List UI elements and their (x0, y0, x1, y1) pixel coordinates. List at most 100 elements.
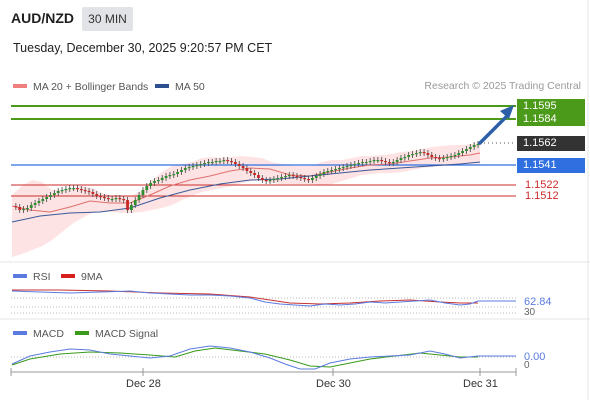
candle-body (260, 178, 264, 180)
legend-item-macd[interactable]: MACD (13, 327, 64, 341)
candle-body (395, 160, 399, 162)
candle-body (430, 155, 434, 157)
candle-body (276, 178, 280, 180)
candle-body (284, 176, 287, 178)
candle-body (287, 175, 291, 177)
candle-body (318, 174, 322, 176)
candle-body (310, 178, 314, 180)
candle-body (56, 191, 60, 193)
candle-body (326, 171, 330, 173)
x-label-dec30: Dec 30 (316, 378, 351, 390)
rsi-value: 62.84 (524, 296, 552, 308)
candle-body (156, 180, 160, 182)
candle-body (307, 179, 310, 181)
candle-body (403, 157, 407, 159)
legend-item-macd-signal[interactable]: MACD Signal (75, 327, 158, 341)
legend-item-ma50[interactable]: MA 50 (155, 80, 205, 94)
candle-body (330, 170, 334, 172)
candle-body (95, 194, 99, 196)
legend-item-9ma[interactable]: 9MA (61, 270, 103, 284)
pivot-tag: 1.1541 (517, 158, 585, 173)
legend-label-bollinger: MA 20 + Bollinger Bands (33, 81, 149, 93)
candle-body (337, 168, 341, 170)
candle-body (172, 174, 176, 176)
x-label-dec28: Dec 28 (126, 378, 161, 390)
macd-swatch (13, 331, 27, 336)
rsi-level-label: 30 (524, 307, 536, 315)
candle-body (91, 192, 95, 194)
candle-body (210, 162, 214, 164)
candle-body (233, 162, 237, 164)
candle-body (314, 176, 318, 178)
macd-zero-label: 0 (524, 360, 530, 371)
candle-body (122, 199, 126, 201)
candle-body (414, 153, 418, 155)
candle-body (195, 165, 199, 167)
candle-body (426, 153, 430, 155)
candle-body (203, 163, 206, 165)
candle-body (299, 177, 303, 179)
candle-body (141, 190, 145, 195)
candle-body (295, 176, 299, 178)
candle-body (218, 161, 222, 163)
candle-body (472, 145, 476, 147)
candle-body (441, 158, 445, 160)
candle-body (345, 166, 349, 168)
candle-body (264, 180, 268, 182)
legend-item-bollinger[interactable]: MA 20 + Bollinger Bands (13, 80, 148, 94)
legend-label-macd: MACD (33, 328, 64, 340)
rsi-legend: RSI 9MA (13, 270, 213, 284)
candle-body (422, 152, 426, 154)
research-credit: Research © 2025 Trading Central (424, 80, 581, 92)
target-high-tag: 1.1595 (517, 99, 585, 113)
projection-arrow (478, 114, 509, 145)
candle-body (176, 172, 180, 174)
candle-body (214, 161, 218, 163)
candle-body (60, 190, 64, 192)
candle-body (438, 158, 441, 160)
candle-body (83, 190, 87, 192)
candle-body (18, 207, 22, 210)
candle-body (133, 200, 137, 205)
candle-body (37, 201, 41, 203)
bollinger-band (12, 143, 480, 257)
candle-body (411, 154, 414, 156)
ma20-line (11, 152, 481, 213)
candle-body (445, 157, 449, 159)
candle-body (257, 175, 260, 178)
candle-body (222, 160, 226, 162)
candle-body (68, 188, 72, 190)
macd-line (11, 345, 516, 370)
candle-body (461, 151, 464, 153)
candle-body (245, 168, 249, 171)
macd-signal-swatch (75, 331, 89, 336)
candle-body (334, 169, 337, 171)
ma50-line (11, 161, 481, 223)
candle-body (357, 163, 361, 165)
legend-item-rsi[interactable]: RSI (13, 270, 51, 284)
candle-body (476, 144, 480, 146)
candle-body (449, 156, 453, 158)
candle-body (137, 195, 141, 200)
candle-body (129, 205, 133, 210)
candle-body (79, 189, 83, 191)
candle-body (230, 161, 233, 163)
legend-label-rsi: RSI (33, 271, 51, 283)
candle-body (376, 160, 380, 162)
candle-body (149, 183, 153, 186)
candle-body (291, 175, 295, 177)
candle-body (87, 191, 91, 193)
candle-body (153, 181, 156, 183)
rsi-line (11, 290, 516, 307)
candle-body (384, 161, 387, 163)
support-1-label: 1.1522 (525, 179, 559, 191)
candle-body (22, 209, 25, 211)
timeframe-badge[interactable]: 30 MIN (82, 7, 133, 31)
chart-header: AUD/NZD 30 MIN (0, 0, 590, 34)
candle-body (237, 164, 241, 166)
candle-body (118, 198, 122, 200)
candle-body (191, 166, 195, 168)
symbol-title: AUD/NZD (11, 10, 74, 26)
candle-body (434, 157, 438, 159)
candle-body (241, 166, 245, 168)
